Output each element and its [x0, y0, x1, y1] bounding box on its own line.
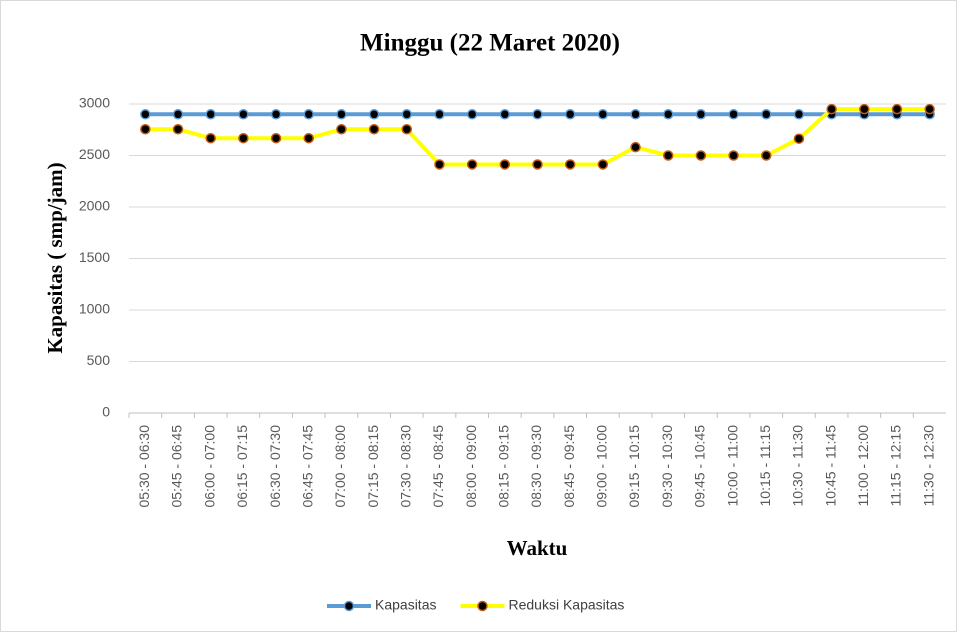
x-tick-label: 08:45 - 09:45 [561, 425, 577, 508]
data-point [172, 123, 184, 135]
data-point [270, 109, 282, 120]
data-point [891, 103, 903, 115]
data-point [630, 141, 641, 153]
y-axis-label: Kapasitas ( smp/jam) [43, 162, 67, 353]
data-point [140, 123, 151, 135]
y-tick-label: 2000 [79, 198, 110, 214]
legend-label: Kapasitas [375, 597, 436, 613]
data-point [303, 132, 314, 144]
x-tick-label: 06:00 - 07:00 [201, 425, 217, 508]
data-point [205, 132, 216, 144]
data-point [924, 103, 935, 115]
data-point [826, 103, 837, 115]
data-point [532, 109, 543, 120]
x-tick-label: 10:45 - 11:45 [822, 425, 838, 507]
data-point [532, 159, 543, 170]
data-point [368, 109, 380, 120]
y-tick-label: 500 [87, 352, 111, 368]
data-point [793, 133, 805, 144]
data-point [434, 109, 445, 120]
x-tick-label: 05:45 - 06:45 [169, 425, 185, 508]
x-tick-label: 08:00 - 09:00 [463, 425, 479, 508]
x-tick-label: 09:15 - 10:15 [626, 425, 642, 508]
data-point [434, 159, 445, 170]
data-point [662, 150, 674, 161]
data-point [336, 109, 347, 120]
data-point [662, 109, 674, 120]
x-tick-label: 05:30 - 06:30 [136, 425, 152, 508]
y-tick-label: 0 [102, 404, 110, 420]
legend-label: Reduksi Kapasitas [508, 597, 624, 613]
x-tick-label: 09:00 - 10:00 [594, 425, 610, 508]
data-point [793, 109, 805, 120]
data-point [401, 109, 413, 120]
data-point [564, 159, 576, 170]
data-point [270, 132, 282, 144]
x-tick-label: 10:15 - 11:15 [757, 425, 773, 507]
x-tick-label: 06:15 - 07:15 [234, 425, 250, 508]
y-tick-label: 3000 [79, 95, 110, 111]
legend-marker [343, 600, 355, 612]
data-point [303, 109, 314, 120]
x-tick-label: 07:45 - 08:45 [430, 425, 446, 508]
data-point [336, 123, 347, 135]
chart-title: Minggu (22 Maret 2020) [360, 30, 620, 57]
x-tick-label: 11:30 - 12:30 [920, 425, 936, 507]
data-point [466, 109, 478, 120]
data-point [859, 103, 870, 115]
data-point [728, 109, 739, 120]
data-point [238, 109, 249, 120]
x-tick-label: 09:30 - 10:30 [659, 425, 675, 508]
x-tick-label: 07:30 - 08:30 [397, 425, 413, 508]
x-tick-label: 10:30 - 11:30 [790, 425, 806, 507]
data-point [499, 159, 511, 170]
data-point [368, 123, 380, 135]
x-tick-label: 11:00 - 12:00 [855, 425, 871, 507]
data-point [597, 109, 609, 120]
y-tick-label: 1000 [79, 301, 110, 317]
data-point [238, 132, 249, 144]
data-point [499, 109, 511, 120]
data-point [728, 150, 739, 161]
x-tick-label: 09:45 - 10:45 [692, 425, 708, 508]
x-tick-label: 08:15 - 09:15 [496, 425, 512, 508]
x-tick-label: 11:15 - 12:15 [888, 425, 904, 507]
data-point [564, 109, 576, 120]
data-point [466, 159, 478, 170]
data-point [172, 109, 184, 120]
data-point [205, 109, 216, 120]
y-tick-label: 2500 [79, 146, 110, 162]
x-tick-label: 06:30 - 07:30 [267, 425, 283, 508]
x-tick-label: 07:00 - 08:00 [332, 425, 348, 508]
data-point [140, 109, 151, 120]
data-point [761, 109, 772, 120]
x-axis-label: Waktu [507, 536, 568, 560]
data-point [695, 150, 707, 161]
x-tick-label: 10:00 - 11:00 [724, 425, 740, 507]
data-point [597, 159, 609, 170]
data-point [695, 109, 707, 120]
x-tick-label: 08:30 - 09:30 [528, 425, 544, 508]
legend-marker [477, 600, 488, 612]
data-point [630, 109, 641, 120]
x-tick-label: 06:45 - 07:45 [299, 425, 315, 508]
data-point [401, 123, 413, 135]
y-tick-label: 1500 [79, 249, 110, 265]
data-point [761, 150, 772, 161]
x-tick-label: 07:15 - 08:15 [365, 425, 381, 508]
